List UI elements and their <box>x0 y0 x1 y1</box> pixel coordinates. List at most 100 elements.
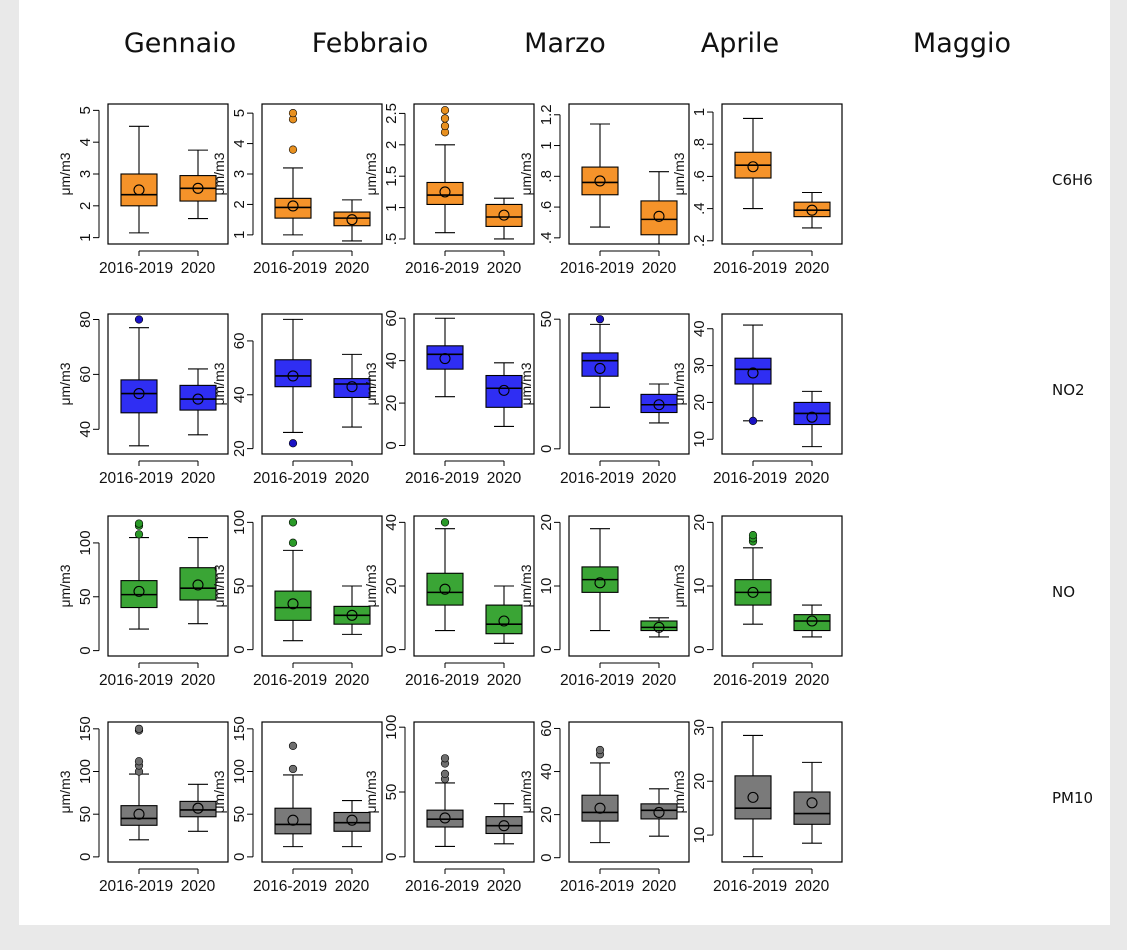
y-axis-unit: μm/m3 <box>518 770 534 813</box>
mean-marker <box>346 381 358 393</box>
mean-marker <box>498 209 510 221</box>
box-iqr <box>485 374 523 408</box>
y-tick-label: 100 <box>231 510 248 535</box>
box-iqr <box>179 800 217 818</box>
x-category-label: 2020 <box>181 672 216 689</box>
y-tick-label: 0 <box>231 645 248 653</box>
y-axis-unit: μm/m3 <box>363 152 379 195</box>
mean-marker <box>498 615 510 627</box>
mean-marker <box>287 200 299 212</box>
y-tick-label: 20 <box>691 394 708 411</box>
x-category-label: 2016-2019 <box>405 260 479 277</box>
month-title: Marzo <box>524 28 606 59</box>
x-category-label: 2016-2019 <box>99 878 173 895</box>
outlier-point <box>748 416 758 425</box>
boxplot-panel: 0 20 40 60 μm/m3 2016-2019 2020 <box>363 310 535 487</box>
outlier-point <box>748 530 758 540</box>
outlier-point <box>288 109 298 118</box>
box-iqr <box>274 590 312 621</box>
y-tick-label: 20 <box>691 773 708 790</box>
boxplot-grid: Gennaio Febbraio Marzo Aprile MaggioC6H6NO2N… <box>57 28 1093 895</box>
boxplot-panel: 0 10 20 μm/m3 2016-2019 2020 <box>671 514 843 689</box>
mean-marker <box>594 175 606 187</box>
y-tick-label: .5 <box>383 233 400 246</box>
plot-frame <box>107 313 229 455</box>
plot-frame <box>261 313 383 455</box>
y-axis-unit: μm/m3 <box>518 564 534 607</box>
x-category-label: 2020 <box>642 260 677 277</box>
x-category-label: 2016-2019 <box>713 878 787 895</box>
outlier-point <box>595 745 605 755</box>
box-iqr <box>640 620 678 632</box>
y-tick-label: 150 <box>77 716 94 741</box>
mean-marker <box>439 583 451 595</box>
y-tick-label: 3 <box>231 170 248 178</box>
boxplot-panel: .4 .6 .8 1 1.2 μm/m3 2016-2019 2020 <box>518 103 690 277</box>
y-tick-label: 3 <box>77 170 94 178</box>
x-category-label: 2020 <box>642 470 677 487</box>
mean-marker <box>594 802 606 814</box>
y-tick-label: 2 <box>383 141 400 149</box>
plot-frame <box>261 721 383 863</box>
x-category-label: 2020 <box>795 672 830 689</box>
y-tick-label: 5 <box>231 109 248 117</box>
y-tick-label: 40 <box>77 421 94 438</box>
y-axis-unit: μm/m3 <box>671 770 687 813</box>
y-tick-label: 4 <box>231 139 248 147</box>
outlier-point <box>288 538 298 547</box>
y-tick-label: 0 <box>383 645 400 653</box>
plot-frame <box>413 721 535 863</box>
y-tick-label: .2 <box>691 235 708 248</box>
mean-marker <box>439 186 451 198</box>
box-iqr <box>274 359 312 388</box>
y-tick-label: 80 <box>77 311 94 328</box>
box-iqr <box>793 614 831 632</box>
x-category-label: 2020 <box>487 672 522 689</box>
y-axis-unit: μm/m3 <box>518 152 534 195</box>
y-tick-label: 0 <box>538 645 555 653</box>
mean-marker <box>439 352 451 365</box>
x-category-label: 2016-2019 <box>405 878 479 895</box>
y-axis-unit: μm/m3 <box>57 362 73 405</box>
pollutant-label: C6H6 <box>1052 171 1093 189</box>
mean-marker <box>192 182 204 194</box>
mean-marker <box>653 399 665 411</box>
y-tick-label: 40 <box>383 514 400 531</box>
plot-frame <box>568 515 690 657</box>
y-tick-label: 2.5 <box>383 103 400 124</box>
outlier-point <box>288 145 298 154</box>
y-axis-unit: μm/m3 <box>363 564 379 607</box>
boxplot-panel: 0 50 100 150 μm/m3 2016-2019 2020 <box>211 716 383 895</box>
y-tick-label: 0 <box>538 854 555 862</box>
month-title: Aprile <box>701 28 779 59</box>
y-tick-label: 60 <box>538 720 555 737</box>
plot-frame <box>413 103 535 245</box>
mean-marker <box>747 161 759 173</box>
x-category-label: 2016-2019 <box>405 672 479 689</box>
y-tick-label: 50 <box>231 578 248 595</box>
month-title: Gennaio <box>124 28 236 59</box>
y-tick-label: 100 <box>77 530 94 555</box>
outlier-point <box>134 315 144 324</box>
box-iqr <box>734 357 772 385</box>
y-axis-unit: μm/m3 <box>671 564 687 607</box>
x-category-label: 2020 <box>487 260 522 277</box>
mean-marker <box>747 367 759 379</box>
y-tick-label: 50 <box>231 806 248 823</box>
box-iqr <box>426 572 464 606</box>
x-category-label: 2020 <box>335 672 370 689</box>
box-iqr <box>793 201 831 218</box>
y-tick-label: 5 <box>77 106 94 114</box>
plot-frame <box>413 313 535 455</box>
y-tick-label: 60 <box>383 310 400 327</box>
x-category-label: 2016-2019 <box>99 260 173 277</box>
y-tick-label: 100 <box>77 759 94 784</box>
outlier-point <box>288 741 298 751</box>
x-category-label: 2016-2019 <box>713 672 787 689</box>
y-axis-unit: μm/m3 <box>363 362 379 405</box>
y-tick-label: 1 <box>77 233 94 241</box>
box-iqr <box>179 567 217 601</box>
y-tick-label: 50 <box>77 588 94 605</box>
y-tick-label: 20 <box>538 514 555 531</box>
